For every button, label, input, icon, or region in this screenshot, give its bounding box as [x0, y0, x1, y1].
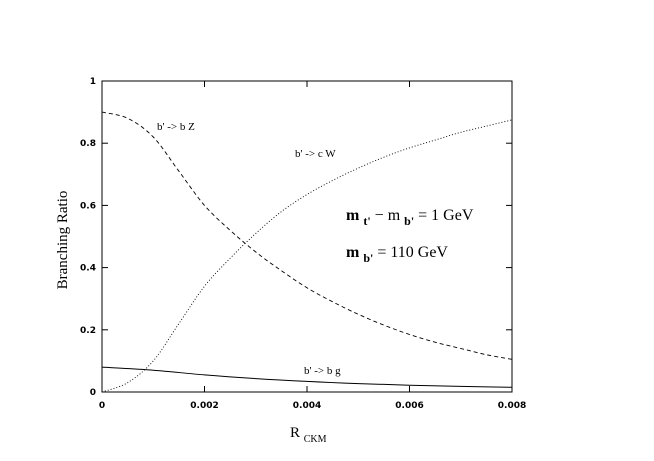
- x-tick-label: 0.004: [293, 401, 321, 411]
- y-tick-label: 1: [90, 77, 96, 87]
- x-tick-label: 0.002: [190, 401, 218, 411]
- y-tick-label: 0.4: [80, 264, 96, 274]
- series-line-bg: [101, 366, 513, 388]
- anno2-value: = 110 GeV: [377, 244, 448, 261]
- y-tick-label: 0.6: [80, 201, 96, 211]
- series-line-cw: [101, 119, 513, 393]
- anno1-sub-b: b': [404, 214, 414, 228]
- series-layer: [101, 111, 513, 393]
- y-tick-label: 0: [90, 388, 96, 398]
- anno1-value: = 1 GeV: [418, 207, 474, 224]
- series-label-bg: b' -> b g: [304, 365, 341, 377]
- series-line-bz: [101, 111, 513, 360]
- x-tick-label: 0.008: [498, 401, 526, 411]
- x-axis-title: R CKM: [290, 425, 327, 445]
- mass-annotation: m b' = 110 GeV: [346, 244, 448, 266]
- series-label-cw: b' -> c W: [295, 148, 336, 160]
- anno1-m-t: m: [346, 207, 360, 224]
- anno2-sub-b: b': [363, 251, 373, 265]
- y-axis-title: Branching Ratio: [55, 191, 71, 290]
- x-axis-title-sub: CKM: [304, 434, 327, 445]
- mass-difference-annotation: m t' − m b' = 1 GeV: [346, 207, 474, 229]
- anno1-sub-t: t': [363, 214, 370, 228]
- axis-ticks: 0 0.002 0.004 0.006 0.008 0 0.2 0.4 0.6 0.8 1: [80, 77, 526, 411]
- anno1-minus-m: − m: [375, 207, 401, 224]
- anno2-m: m: [346, 244, 360, 261]
- x-tick-label: 0: [99, 401, 105, 411]
- y-tick-label: 0.8: [80, 139, 96, 149]
- x-tick-label: 0.006: [395, 401, 423, 411]
- y-tick-label: 0.2: [80, 326, 96, 336]
- x-axis-title-main: R: [290, 425, 300, 441]
- series-label-bz: b' -> b Z: [157, 121, 195, 133]
